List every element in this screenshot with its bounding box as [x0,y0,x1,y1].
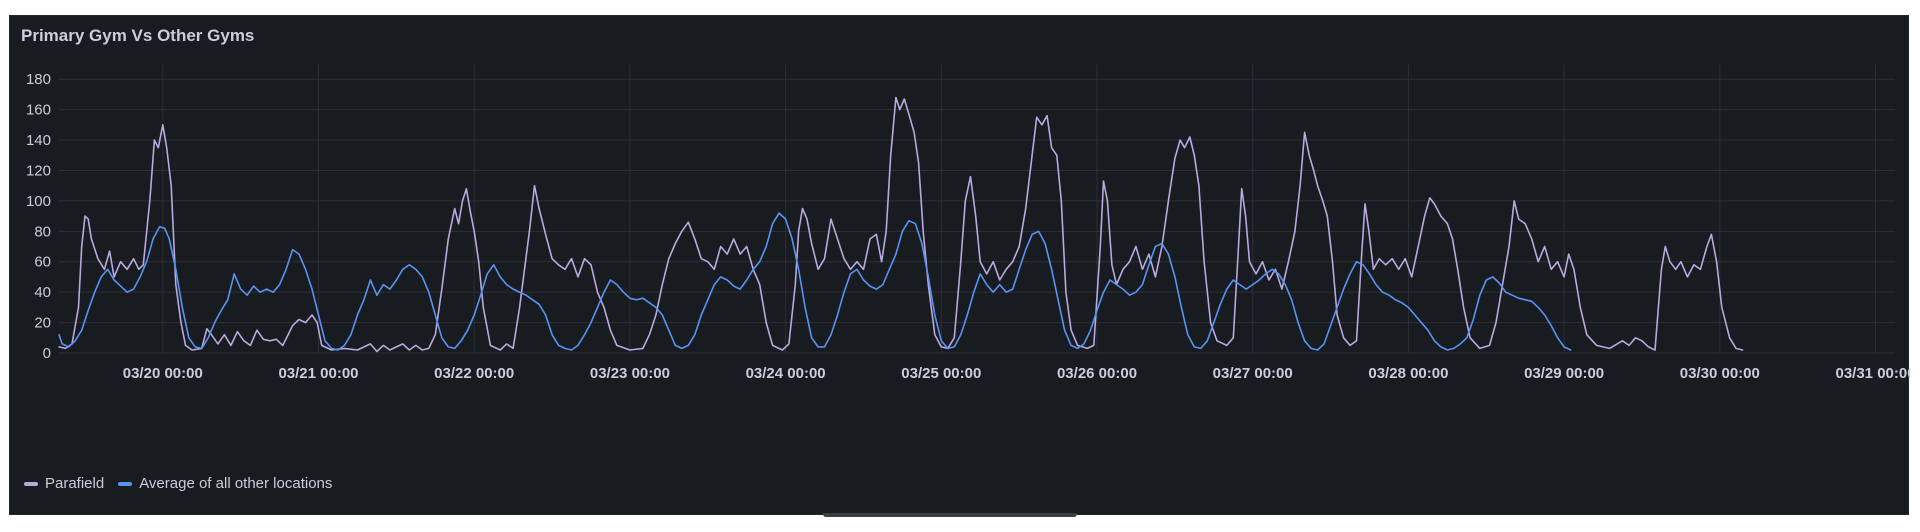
y-tick-label: 100 [26,193,51,210]
legend-item-average[interactable]: Average of all other locations [118,475,332,492]
series-line-parafield [58,96,1744,353]
chart-panel: Primary Gym Vs Other Gyms 0 20 40 60 80 100 12… [9,15,1910,515]
legend-swatch-average [118,481,133,486]
panel-title[interactable]: Primary Gym Vs Other Gyms [21,26,255,45]
y-tick-label: 140 [26,132,51,149]
x-tick-label: 03/22 00:00 [434,365,514,382]
legend: Parafield Average of all other locations [24,475,332,492]
series-lines [58,96,1744,353]
x-tick-label: 03/24 00:00 [746,365,826,382]
y-tick-label: 180 [26,71,51,88]
legend-label-average: Average of all other locations [139,475,333,492]
y-tick-label: 20 [34,315,51,332]
series-line-average [58,212,1572,351]
y-tick-label: 0 [43,345,51,362]
y-axis-ticks: 0 20 40 60 80 100 120 140 160 180 [26,71,51,362]
x-tick-label: 03/21 00:00 [278,365,358,382]
x-tick-label: 03/23 00:00 [590,365,670,382]
y-tick-label: 40 [34,284,51,301]
legend-item-parafield[interactable]: Parafield [24,475,104,492]
legend-label-parafield: Parafield [45,475,105,492]
x-tick-label: 03/31 00:00 [1835,365,1910,382]
y-tick-label: 80 [34,223,51,240]
x-axis-ticks: 03/20 00:00 03/21 00:00 03/22 00:00 03/23 0… [123,365,1910,382]
y-tick-label: 120 [26,162,51,179]
grid-lines [59,64,1895,354]
x-tick-label: 03/27 00:00 [1213,365,1293,382]
x-tick-label: 03/29 00:00 [1524,365,1604,382]
legend-swatch-parafield [24,481,38,486]
x-tick-label: 03/30 00:00 [1680,365,1760,382]
x-tick-label: 03/26 00:00 [1057,365,1137,382]
x-tick-label: 03/28 00:00 [1368,365,1448,382]
y-tick-label: 60 [34,254,51,271]
x-tick-label: 03/20 00:00 [123,365,203,382]
panel-resize-handle[interactable] [823,513,1077,517]
x-tick-label: 03/25 00:00 [901,365,981,382]
y-tick-label: 160 [26,102,51,119]
